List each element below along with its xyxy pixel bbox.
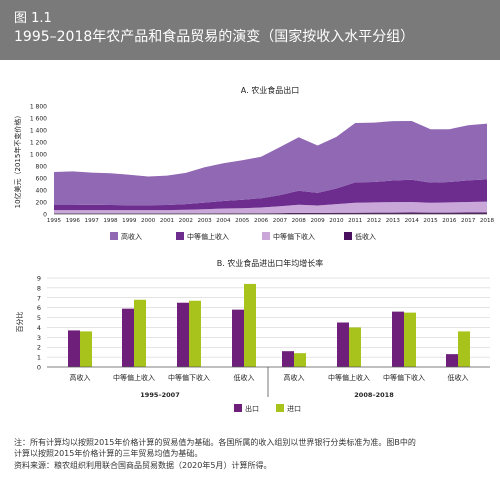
source-note: 资料来源：粮农组织利用联合国商品贸易数据（2020年5月）计算所得。 bbox=[14, 461, 272, 470]
chart-a-title: A. 农业食品出口 bbox=[241, 85, 299, 95]
bar-import bbox=[404, 312, 416, 367]
chart-a-xtick-label: 1999 bbox=[122, 218, 137, 224]
chart-a-ytick-label: 1 400 bbox=[30, 128, 47, 135]
chart-b-ytick-label: 5 bbox=[37, 314, 41, 322]
chart-b-ylabel: 百分比 bbox=[15, 312, 24, 333]
chart-a-xtick-label: 2012 bbox=[367, 218, 381, 224]
chart-a-xtick-label: 2014 bbox=[405, 218, 420, 224]
chart-a-xtick-label: 2011 bbox=[348, 218, 363, 224]
chart-a-xtick-label: 2000 bbox=[141, 218, 156, 224]
bar-import bbox=[294, 353, 306, 367]
chart-b-category-label: 低收入 bbox=[448, 373, 469, 382]
bar-export bbox=[122, 308, 134, 367]
legend-a-swatch-upper_mid bbox=[176, 232, 184, 240]
chart-a-xtick-label: 1996 bbox=[66, 218, 81, 224]
legend-a-swatch-high bbox=[110, 232, 118, 240]
figure-title: 1995–2018年农产品和食品贸易的演变（国家按收入水平分组） bbox=[14, 29, 415, 45]
bar-export bbox=[282, 351, 294, 367]
area-series-high bbox=[54, 121, 487, 206]
chart-b-category-label: 中等偏下收入 bbox=[168, 373, 210, 382]
chart-b-ytick-label: 1 bbox=[37, 354, 41, 362]
chart-b-category-label: 中等偏上收入 bbox=[328, 373, 370, 382]
chart-b-group-label: 2008–2018 bbox=[354, 391, 394, 399]
chart-a-ytick-label: 800 bbox=[36, 164, 48, 171]
note-line-2: 计算以按照2015年价格计算的三年贸易均值为基础。 bbox=[14, 449, 203, 458]
chart-a-xtick-label: 1997 bbox=[85, 218, 100, 224]
bar-import bbox=[458, 331, 470, 367]
legend-b-label-export: 出口 bbox=[245, 404, 259, 413]
figure-header: 图 1.1 1995–2018年农产品和食品贸易的演变（国家按收入水平分组） bbox=[0, 0, 500, 60]
chart-a-ytick-label: 400 bbox=[36, 188, 48, 195]
chart-b-category-label: 中等偏下收入 bbox=[383, 373, 425, 382]
legend-a-swatch-lower_mid bbox=[262, 232, 270, 240]
chart-a-xtick-label: 2001 bbox=[160, 218, 175, 224]
chart-a-ytick-label: 1 200 bbox=[30, 140, 47, 147]
chart-a-xtick-label: 2010 bbox=[329, 218, 344, 224]
bar-import bbox=[134, 299, 146, 367]
legend-a-label-low: 低收入 bbox=[355, 232, 376, 241]
figure-number: 图 1.1 bbox=[14, 11, 52, 26]
bar-export bbox=[177, 302, 189, 367]
bar-export bbox=[232, 309, 244, 367]
chart-a-xtick-label: 2015 bbox=[423, 218, 438, 224]
chart-b-ytick-label: 8 bbox=[37, 284, 41, 292]
chart-a-ytick-label: 600 bbox=[36, 176, 48, 183]
chart-b-ytick-label: 0 bbox=[37, 364, 41, 372]
chart-a-ytick-label: 1 000 bbox=[30, 152, 47, 159]
bar-export bbox=[68, 330, 80, 367]
chart-a-xtick-label: 2017 bbox=[461, 218, 476, 224]
legend-b-swatch-import bbox=[276, 404, 284, 412]
chart-b-ytick-label: 3 bbox=[37, 334, 41, 342]
chart-a-xtick-label: 1998 bbox=[103, 218, 118, 224]
chart-a-ylabel: 10亿美元（2015年不变价格） bbox=[13, 112, 22, 209]
chart-a-xtick-label: 2016 bbox=[442, 218, 457, 224]
legend-a-label-high: 高收入 bbox=[121, 232, 142, 241]
chart-b-category-label: 高收入 bbox=[284, 373, 305, 382]
chart-a-ytick-label: 1 800 bbox=[30, 104, 47, 111]
chart-b-ytick-label: 6 bbox=[37, 304, 41, 312]
chart-a-xtick-label: 2007 bbox=[273, 218, 288, 224]
legend-a-label-upper_mid: 中等偏上收入 bbox=[187, 232, 229, 241]
legend-b-label-import: 进口 bbox=[287, 405, 301, 413]
chart-a-xtick-label: 2004 bbox=[216, 218, 231, 224]
legend-a-label-lower_mid: 中等偏下收入 bbox=[273, 232, 315, 241]
legend-b-swatch-export bbox=[234, 404, 242, 412]
chart-b-category-label: 高收入 bbox=[70, 373, 91, 382]
chart-b-ytick-label: 2 bbox=[37, 344, 41, 352]
legend-a-swatch-low bbox=[344, 232, 352, 240]
bar-import bbox=[80, 331, 92, 367]
chart-b-category-label: 中等偏上收入 bbox=[113, 373, 155, 382]
bar-export bbox=[392, 311, 404, 367]
chart-a-xtick-label: 2002 bbox=[179, 218, 193, 224]
chart-a-xtick-label: 2003 bbox=[197, 218, 212, 224]
chart-a-ytick-label: 1 600 bbox=[30, 116, 47, 123]
note-line-1: 注：所有计算均以按照2015年价格计算的贸易值为基础。各国所属的收入组别以世界银… bbox=[14, 438, 416, 447]
bar-import bbox=[189, 300, 201, 367]
bar-import bbox=[349, 327, 361, 367]
area-series-upper_mid bbox=[54, 179, 487, 211]
chart-b-category-label: 低收入 bbox=[234, 373, 255, 382]
chart-a-xtick-label: 2008 bbox=[292, 218, 307, 224]
chart-b-ytick-label: 4 bbox=[37, 324, 41, 332]
chart-a-xtick-label: 2009 bbox=[310, 218, 325, 224]
chart-a-xtick-label: 1995 bbox=[47, 218, 62, 224]
bar-export bbox=[337, 322, 349, 367]
bar-import bbox=[244, 283, 256, 367]
chart-b-ytick-label: 9 bbox=[37, 275, 41, 283]
area-series-lower_mid bbox=[54, 201, 487, 214]
chart-b-ytick-label: 7 bbox=[37, 294, 41, 302]
chart-a-xtick-label: 2018 bbox=[480, 218, 495, 224]
bar-export bbox=[446, 354, 458, 367]
chart-b-group-label: 1995–2007 bbox=[140, 391, 179, 399]
chart-b-title: B. 农业食品进出口年均增长率 bbox=[217, 258, 324, 268]
chart-a-xtick-label: 2005 bbox=[235, 218, 250, 224]
chart-a-xtick-label: 2013 bbox=[386, 218, 401, 224]
chart-a-ytick-label: 0 bbox=[43, 212, 47, 219]
chart-a-ytick-label: 200 bbox=[36, 200, 48, 207]
chart-a-xtick-label: 2006 bbox=[254, 218, 269, 224]
